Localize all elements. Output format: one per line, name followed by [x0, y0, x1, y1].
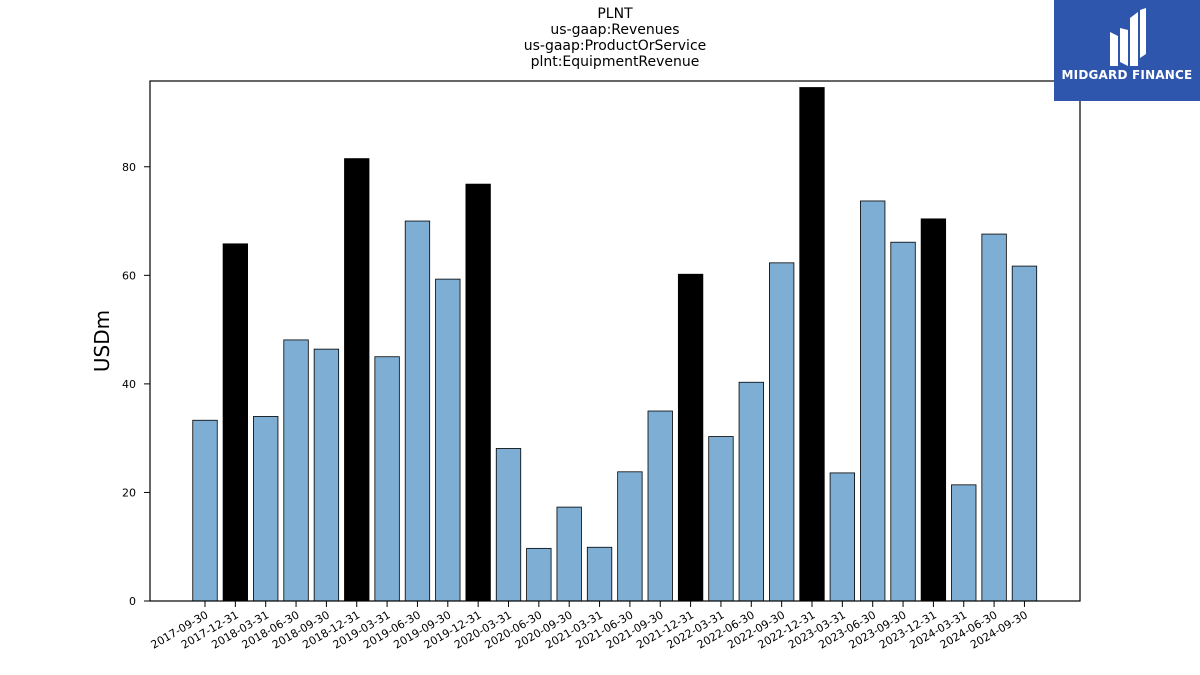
bar-2020-03-31	[495, 448, 522, 602]
bar-2019-06-30	[404, 220, 431, 602]
bar-2020-09-30	[556, 506, 582, 602]
y-axis: 0 20 40 60 80	[122, 161, 150, 608]
y-tick-label: 80	[122, 161, 136, 174]
y-tick-label: 0	[129, 595, 136, 608]
bar-2022-06-30	[738, 381, 764, 602]
bar-2018-12-31	[344, 158, 370, 602]
title-line-member: plnt:EquipmentRevenue	[530, 54, 700, 70]
chart-title: PLNT us-gaap:Revenues us-gaap:ProductOrS…	[150, 6, 1080, 70]
title-line-ticker: PLNT	[597, 6, 633, 22]
bar-2022-12-31	[799, 87, 825, 602]
bar-2019-09-30	[435, 278, 461, 602]
bar-2018-09-30	[313, 348, 340, 602]
bar-2024-03-31	[951, 484, 977, 602]
bar-2019-12-31	[465, 183, 491, 602]
x-axis: 2017-09-302017-12-312018-03-312018-06-30…	[149, 601, 1030, 652]
bar-2019-03-31	[374, 356, 400, 602]
bar-2021-12-31	[677, 273, 704, 602]
title-line-axis: us-gaap:ProductOrService	[523, 38, 707, 54]
y-tick-label: 60	[122, 269, 136, 282]
midgard-finance-logo: MIDGARD FINANCE	[1054, 0, 1200, 101]
bar-2024-09-30	[1011, 265, 1038, 602]
bar-2020-06-30	[526, 547, 552, 602]
bar-2023-03-31	[829, 472, 855, 602]
bar-2021-03-31	[586, 546, 613, 602]
logo-text: MIDGARD FINANCE	[1061, 68, 1193, 82]
bar-2024-06-30	[981, 233, 1007, 602]
bar-2023-09-30	[890, 241, 916, 602]
midgard-logo-icon	[1110, 8, 1146, 66]
bar-2017-12-31	[222, 243, 249, 602]
bar-2022-03-31	[708, 436, 734, 602]
y-tick-label: 20	[122, 486, 136, 499]
bar-2018-06-30	[283, 339, 309, 602]
bars-group	[192, 87, 1038, 602]
title-line-concept: us-gaap:Revenues	[550, 22, 680, 38]
plot-frame	[149, 80, 1081, 602]
bar-2021-09-30	[647, 410, 673, 602]
bar-2022-09-30	[769, 262, 795, 602]
bar-2018-03-31	[253, 416, 279, 602]
y-tick-label: 40	[122, 378, 136, 391]
y-axis-label: USDm	[90, 310, 114, 372]
bar-2021-06-30	[617, 471, 643, 602]
bar-2023-12-31	[920, 218, 947, 602]
bar-2023-06-30	[860, 200, 886, 602]
bar-2017-09-30	[192, 419, 218, 602]
